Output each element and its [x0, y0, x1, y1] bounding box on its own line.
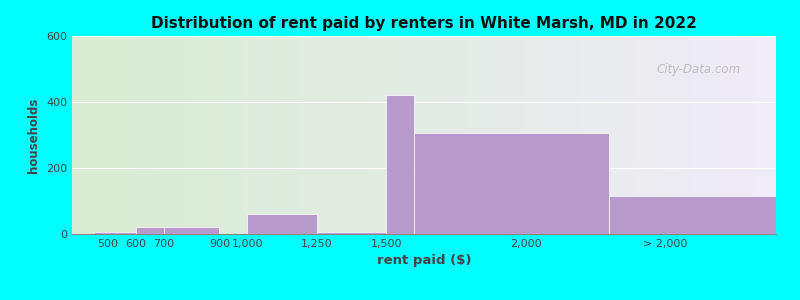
Bar: [247, 214, 317, 234]
Text: City-Data.com: City-Data.com: [656, 63, 741, 76]
Title: Distribution of rent paid by renters in White Marsh, MD in 2022: Distribution of rent paid by renters in …: [151, 16, 697, 31]
Bar: [94, 232, 136, 234]
Bar: [164, 227, 219, 234]
Bar: [386, 95, 414, 234]
Bar: [414, 133, 609, 234]
Y-axis label: households: households: [27, 97, 41, 173]
X-axis label: rent paid ($): rent paid ($): [377, 254, 471, 267]
Bar: [609, 196, 776, 234]
Bar: [317, 232, 386, 234]
Bar: [136, 227, 164, 234]
